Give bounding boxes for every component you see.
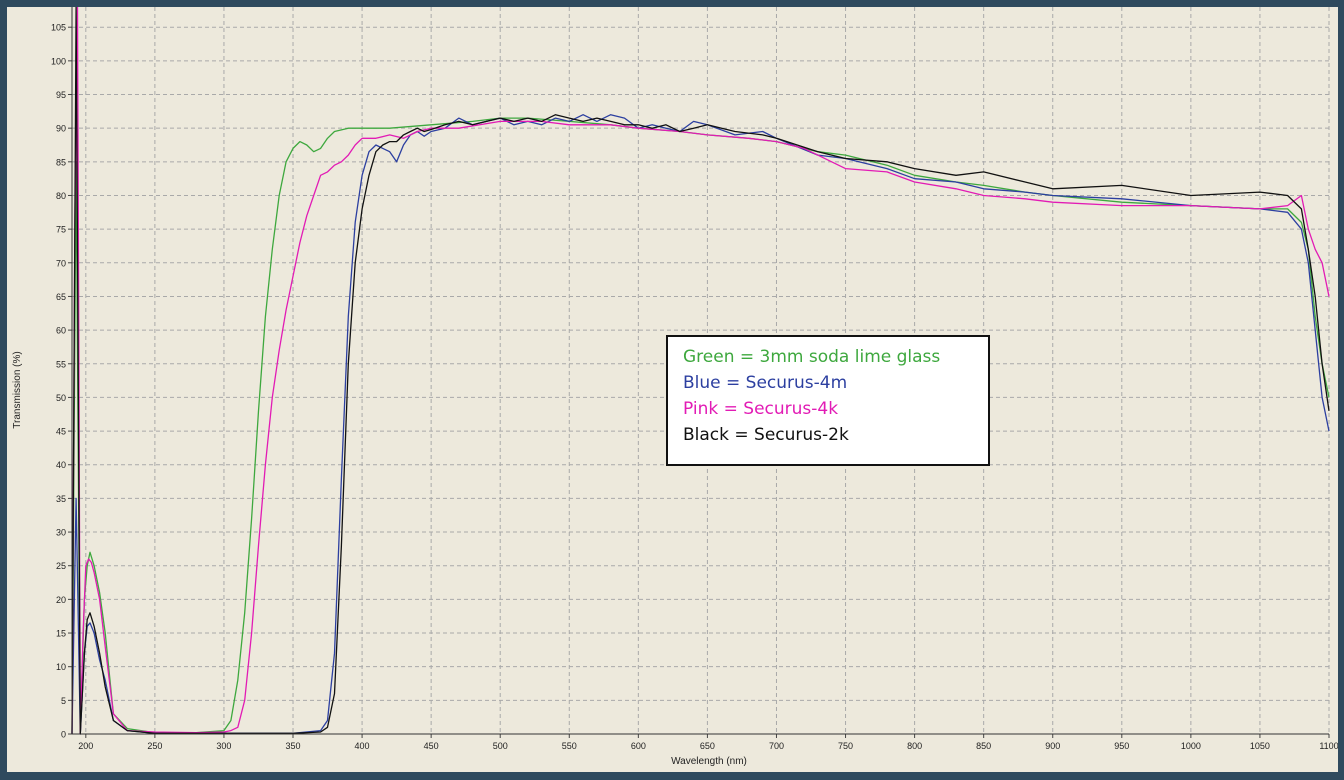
x-tick-label: 900	[1045, 741, 1060, 751]
y-tick-label: 105	[51, 23, 66, 33]
y-tick-label: 50	[56, 393, 66, 403]
legend-entry: Pink = Securus-4k	[683, 399, 839, 419]
transmission-chart: 0 5 10 15 20 25 30 35 40 45 50 55 60 65 70 75 80 85 90 95 10…	[12, 7, 1338, 767]
x-tick-label: 250	[147, 741, 162, 751]
x-tick-label: 1100	[1319, 741, 1338, 751]
y-tick-label: 25	[56, 561, 66, 571]
x-tick-label: 850	[976, 741, 991, 751]
x-tick-label: 650	[700, 741, 715, 751]
y-tick-label: 45	[56, 427, 66, 437]
y-tick-label: 20	[56, 595, 66, 605]
y-tick-label: 35	[56, 494, 66, 504]
x-tick-label: 450	[424, 741, 439, 751]
y-tick-label: 55	[56, 359, 66, 369]
legend-box: Green = 3mm soda lime glass Blue = Securu…	[666, 335, 990, 466]
x-tick-label: 200	[78, 741, 93, 751]
y-tick-label: 40	[56, 460, 66, 470]
series-line-2	[71, 7, 1330, 735]
x-tick-label: 350	[285, 741, 300, 751]
legend-entry: Black = Securus-2k	[683, 425, 849, 445]
y-tick-label: 90	[56, 124, 66, 134]
series-line-3	[71, 7, 1330, 735]
y-tick-label: 95	[56, 90, 66, 100]
y-tick-label: 70	[56, 258, 66, 268]
y-tick-label: 100	[51, 56, 66, 66]
x-tick-label: 600	[631, 741, 646, 751]
y-tick-label: 60	[56, 326, 66, 336]
x-tick-label: 550	[562, 741, 577, 751]
y-tick-label: 10	[56, 662, 66, 672]
x-axis-title: Wavelength (nm)	[671, 756, 747, 767]
x-tick-label: 700	[769, 741, 784, 751]
chart-frame: 0 5 10 15 20 25 30 35 40 45 50 55 60 65 70 75 80 85 90 95 10…	[7, 7, 1338, 772]
y-tick-label: 30	[56, 528, 66, 538]
y-tick-label: 80	[56, 191, 66, 201]
x-tick-label: 500	[493, 741, 508, 751]
legend-entry: Green = 3mm soda lime glass	[683, 347, 941, 367]
x-tick-label: 400	[355, 741, 370, 751]
x-tick-label: 750	[838, 741, 853, 751]
y-tick-label: 5	[61, 696, 66, 706]
y-tick-label: 65	[56, 292, 66, 302]
legend-entry: Blue = Securus-4m	[683, 373, 848, 393]
x-tick-label: 1050	[1250, 741, 1270, 751]
x-tick-label: 800	[907, 741, 922, 751]
y-tick-label: 75	[56, 225, 66, 235]
x-tick-label: 1000	[1181, 741, 1201, 751]
y-axis-title: Transmission (%)	[12, 351, 23, 428]
x-tick-label: 300	[216, 741, 231, 751]
y-tick-label: 85	[56, 157, 66, 167]
y-tick-label: 15	[56, 629, 66, 639]
y-tick-label: 0	[61, 730, 66, 740]
x-tick-label: 950	[1114, 741, 1129, 751]
